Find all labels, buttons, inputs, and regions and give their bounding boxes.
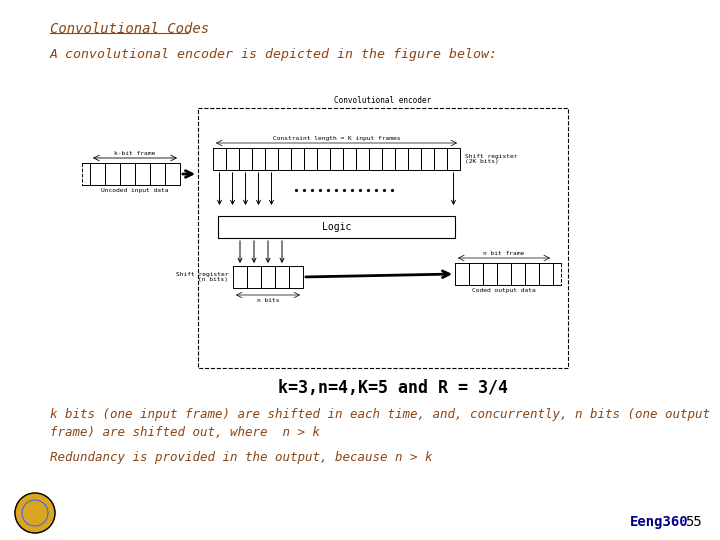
Text: Convolutional Codes: Convolutional Codes (50, 22, 209, 36)
Text: n bits: n bits (257, 298, 279, 303)
Polygon shape (247, 266, 261, 288)
Text: Eeng360: Eeng360 (630, 515, 688, 529)
Polygon shape (395, 148, 408, 170)
Text: 55: 55 (685, 515, 702, 529)
Polygon shape (356, 148, 369, 170)
Polygon shape (213, 148, 226, 170)
Text: Shift register
(n bits): Shift register (n bits) (176, 272, 228, 282)
Polygon shape (105, 163, 120, 185)
Polygon shape (289, 266, 303, 288)
Polygon shape (252, 148, 265, 170)
Text: Redundancy is provided in the output, because n > k: Redundancy is provided in the output, be… (50, 451, 433, 464)
Text: Constraint length = K input frames: Constraint length = K input frames (273, 136, 400, 141)
Polygon shape (278, 148, 291, 170)
Text: Coded output data: Coded output data (472, 288, 536, 293)
Text: n bit frame: n bit frame (483, 251, 525, 256)
Polygon shape (408, 148, 421, 170)
Polygon shape (317, 148, 330, 170)
Circle shape (15, 493, 55, 533)
Polygon shape (539, 263, 553, 285)
Polygon shape (421, 148, 434, 170)
Text: Shift register
(2K bits): Shift register (2K bits) (465, 153, 518, 164)
Polygon shape (90, 163, 105, 185)
Text: k=3,n=4,K=5 and R = 3/4: k=3,n=4,K=5 and R = 3/4 (278, 379, 508, 397)
Polygon shape (343, 148, 356, 170)
Polygon shape (447, 148, 460, 170)
Polygon shape (525, 263, 539, 285)
Polygon shape (239, 148, 252, 170)
Polygon shape (304, 148, 317, 170)
Polygon shape (330, 148, 343, 170)
Polygon shape (165, 163, 180, 185)
Polygon shape (265, 148, 278, 170)
Polygon shape (150, 163, 165, 185)
Polygon shape (382, 148, 395, 170)
Text: k bits (one input frame) are shifted in each time, and, concurrently, n bits (on: k bits (one input frame) are shifted in … (50, 408, 710, 439)
Polygon shape (497, 263, 511, 285)
Polygon shape (511, 263, 525, 285)
Polygon shape (369, 148, 382, 170)
Polygon shape (434, 148, 447, 170)
Polygon shape (135, 163, 150, 185)
Text: Logic: Logic (322, 222, 351, 232)
Polygon shape (120, 163, 135, 185)
Text: Uncoded input data: Uncoded input data (102, 188, 168, 193)
Text: k-bit frame: k-bit frame (114, 151, 156, 156)
Polygon shape (469, 263, 483, 285)
Polygon shape (291, 148, 304, 170)
Polygon shape (261, 266, 275, 288)
Polygon shape (233, 266, 247, 288)
Polygon shape (483, 263, 497, 285)
Polygon shape (455, 263, 469, 285)
Polygon shape (226, 148, 239, 170)
Text: Convolutional encoder: Convolutional encoder (334, 96, 431, 105)
Polygon shape (275, 266, 289, 288)
Text: A convolutional encoder is depicted in the figure below:: A convolutional encoder is depicted in t… (50, 48, 498, 61)
